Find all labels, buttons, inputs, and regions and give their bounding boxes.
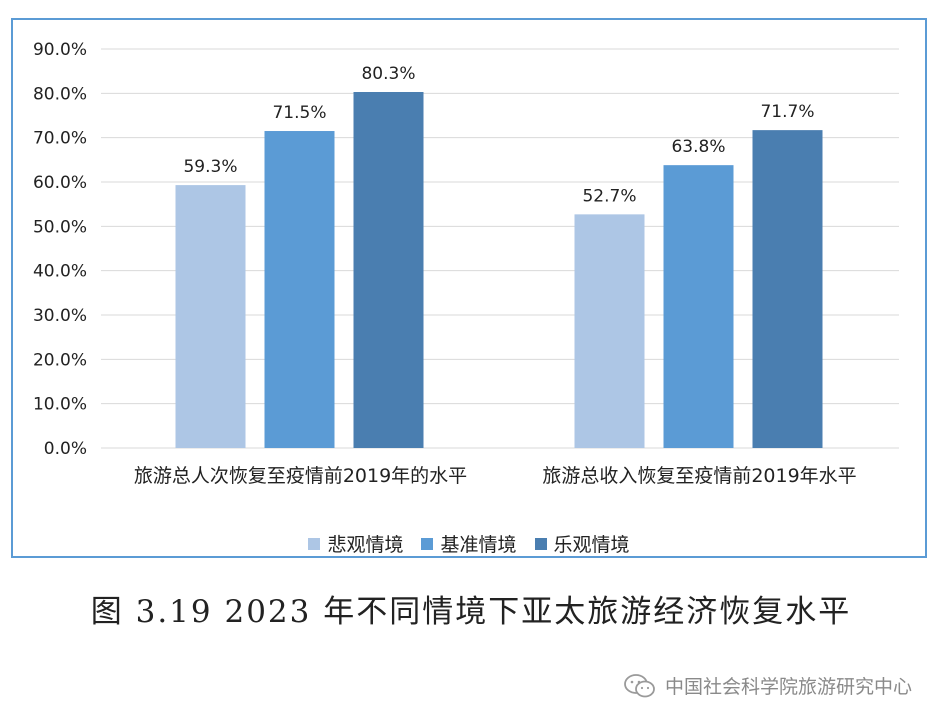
y-tick-label: 10.0% [33,395,87,415]
data-label: 63.8% [671,137,725,157]
y-tick-label: 30.0% [33,306,87,326]
bar-chart: 0.0% 10.0% 20.0% 30.0% 40.0% 50.0% 60.0% 70.0% 8… [33,40,899,487]
data-label: 71.5% [272,103,326,123]
chart-frame: 0.0% 10.0% 20.0% 30.0% 40.0% 50.0% 60.0% 70.0% 8… [11,18,927,558]
y-tick-label: 60.0% [33,173,87,193]
y-tick-label: 20.0% [33,350,87,370]
legend-item-baseline: 基准情境 [421,530,517,557]
data-label: 71.7% [760,102,814,122]
bar [264,131,335,448]
data-label: 59.3% [183,157,237,177]
y-tick-label: 80.0% [33,84,87,104]
bar [752,130,823,448]
bar [353,92,424,449]
x-category-label: 旅游总收入恢复至疫情前2019年水平 [542,465,856,487]
legend-item-pessimistic: 悲观情境 [308,530,403,557]
legend-swatch-pessimistic [308,537,321,550]
figure-caption: 图 3.19 2023 年不同情境下亚太旅游经济恢复水平 [90,594,852,630]
y-tick-label: 40.0% [33,262,87,282]
bar [175,185,246,448]
bar [574,214,645,448]
watermark: 中国社会科学院旅游研究中心 [623,672,912,699]
legend-label-pessimistic: 悲观情境 [327,534,404,556]
watermark-text: 中国社会科学院旅游研究中心 [664,676,912,698]
wechat-icon [624,673,655,697]
y-tick-label: 0.0% [44,439,87,459]
data-label: 52.7% [582,186,636,206]
legend-label-baseline: 基准情境 [440,534,517,556]
data-label: 80.3% [361,64,415,84]
bar [663,165,734,449]
legend: 悲观情境 基准情境 乐观情境 [13,530,925,557]
x-category-label: 旅游总人次恢复至疫情前2019年的水平 [134,465,467,487]
y-tick-label: 70.0% [33,129,87,149]
legend-swatch-baseline [421,537,434,550]
legend-swatch-optimistic [534,537,547,550]
y-tick-label: 90.0% [33,40,87,60]
y-tick-label: 50.0% [33,217,87,237]
legend-label-optimistic: 乐观情境 [553,534,630,556]
legend-item-optimistic: 乐观情境 [534,530,630,557]
